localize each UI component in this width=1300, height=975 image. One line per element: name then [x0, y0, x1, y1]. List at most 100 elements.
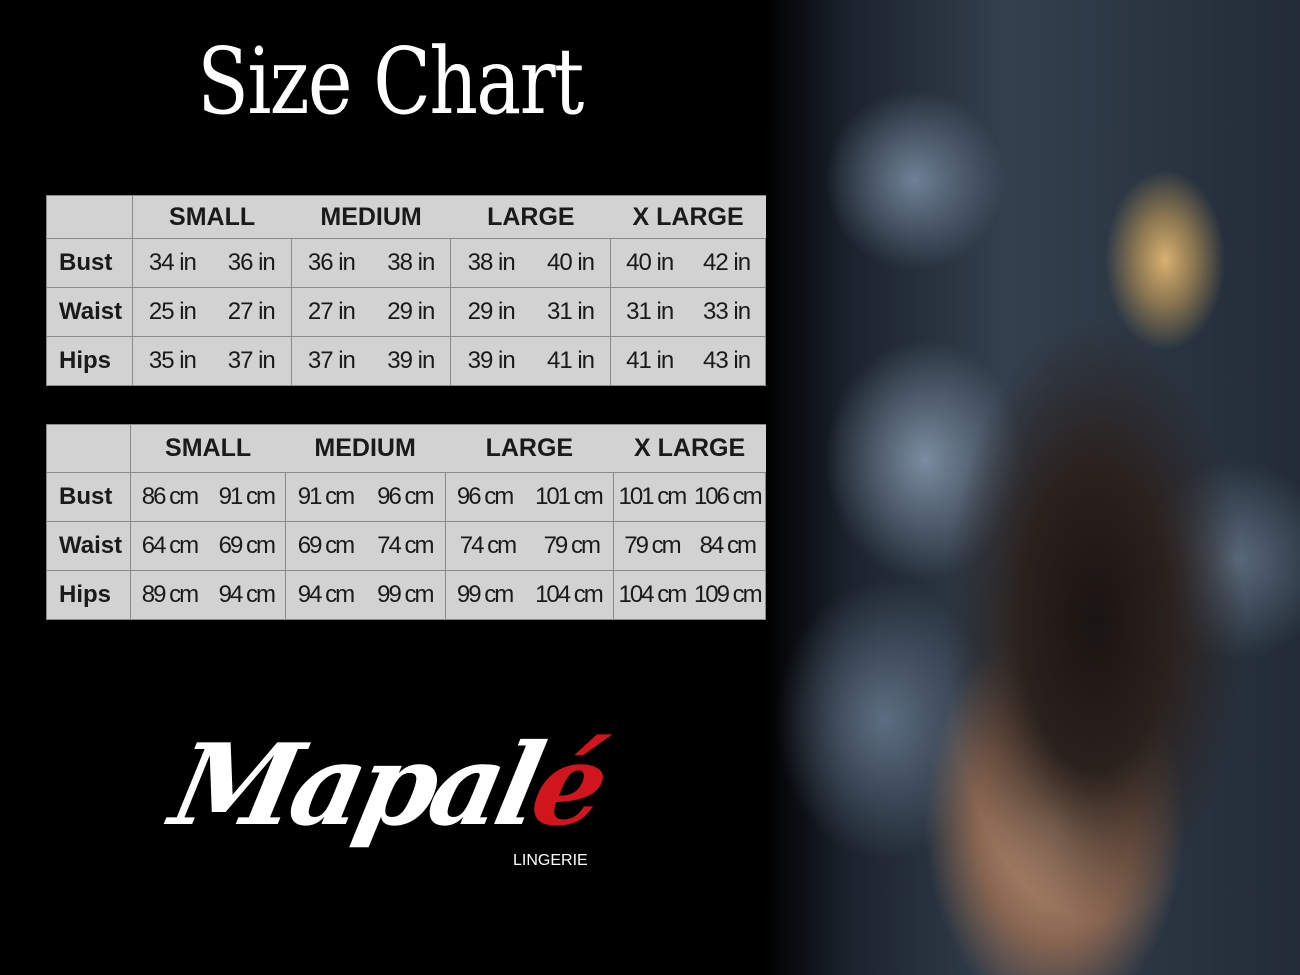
max-value: 94 cm — [218, 581, 276, 608]
max-value: 37 in — [227, 347, 276, 374]
size-cell: 25 in 27 in — [131, 287, 292, 337]
page-title: Size Chart — [197, 28, 584, 135]
max-value: 29 in — [387, 298, 435, 325]
size-cell: 29 in 31 in — [450, 287, 612, 337]
min-value: 41 in — [626, 347, 674, 374]
min-value: 104 cm — [618, 581, 688, 608]
size-header: SMALL — [132, 195, 292, 239]
size-cell: 27 in 29 in — [290, 287, 452, 337]
measurement-label: Bust — [46, 238, 133, 288]
min-value: 38 in — [467, 249, 516, 276]
size-cell: 38 in 40 in — [450, 238, 612, 288]
size-cell: 94 cm 99 cm — [284, 570, 446, 620]
size-cell: 34 in 36 in — [131, 238, 292, 288]
max-value: 91 cm — [218, 483, 276, 510]
max-value: 33 in — [703, 298, 751, 325]
size-cell: 74 cm 79 cm — [444, 521, 615, 571]
max-value: 40 in — [546, 249, 595, 276]
max-value: 69 cm — [218, 532, 276, 559]
measurement-label: Hips — [46, 570, 131, 620]
min-value: 27 in — [307, 298, 356, 325]
table-row: Hips 89 cm 94 cm 94 cm 99 cm 99 cm 104 cm 104 c… — [46, 570, 766, 620]
header-row: SMALL MEDIUM LARGE X LARGE — [46, 424, 766, 473]
brand-logo: Mapalé LINGERIE — [161, 720, 615, 880]
min-value: 89 cm — [141, 581, 199, 608]
min-value: 74 cm — [459, 532, 517, 559]
measurement-label: Bust — [46, 472, 131, 522]
measurement-label: Hips — [46, 336, 133, 386]
size-cell: 79 cm 84 cm — [613, 521, 766, 571]
max-value: 101 cm — [535, 483, 604, 510]
max-value: 27 in — [227, 298, 276, 325]
size-cell: 91 cm 96 cm — [284, 472, 446, 522]
size-cell: 31 in 33 in — [610, 287, 766, 337]
max-value: 36 in — [227, 249, 276, 276]
max-value: 74 cm — [377, 532, 434, 559]
min-value: 39 in — [467, 347, 516, 374]
table-row: Waist 25 in 27 in 27 in 29 in 29 in 31 in 31 in… — [46, 287, 766, 337]
min-value: 36 in — [307, 249, 356, 276]
min-value: 40 in — [626, 249, 674, 276]
size-cell: 64 cm 69 cm — [129, 521, 286, 571]
max-value: 104 cm — [535, 581, 604, 608]
min-value: 37 in — [307, 347, 356, 374]
max-value: 96 cm — [377, 483, 434, 510]
max-value: 109 cm — [693, 581, 763, 608]
min-value: 94 cm — [297, 581, 355, 608]
size-cell: 104 cm 109 cm — [613, 570, 766, 620]
measurement-label: Waist — [46, 521, 131, 571]
min-value: 91 cm — [297, 483, 355, 510]
max-value: 106 cm — [693, 483, 763, 510]
min-value: 29 in — [467, 298, 516, 325]
size-cell: 39 in 41 in — [450, 336, 612, 386]
size-header: X LARGE — [610, 195, 766, 239]
table-row: Bust 86 cm 91 cm 91 cm 96 cm 96 cm 101 cm 101 c… — [46, 472, 766, 522]
max-value: 31 in — [546, 298, 595, 325]
min-value: 34 in — [148, 249, 197, 276]
table-row: Hips 35 in 37 in 37 in 39 in 39 in 41 in 41 in 4… — [46, 336, 766, 386]
min-value: 35 in — [148, 347, 197, 374]
size-cell: 89 cm 94 cm — [129, 570, 286, 620]
size-cell: 36 in 38 in — [290, 238, 452, 288]
min-value: 64 cm — [141, 532, 199, 559]
min-value: 99 cm — [456, 581, 514, 608]
measurement-label: Waist — [46, 287, 133, 337]
max-value: 42 in — [703, 249, 751, 276]
size-cell: 96 cm 101 cm — [444, 472, 615, 522]
table-row: Waist 64 cm 69 cm 69 cm 74 cm 74 cm 79 cm 79 cm… — [46, 521, 766, 571]
min-value: 96 cm — [456, 483, 514, 510]
max-value: 41 in — [546, 347, 595, 374]
size-table-cm: SMALL MEDIUM LARGE X LARGE Bust 86 cm 91 cm 91 … — [46, 424, 766, 620]
size-header: LARGE — [445, 424, 614, 473]
max-value: 84 cm — [699, 532, 757, 559]
size-header: MEDIUM — [291, 195, 451, 239]
max-value: 79 cm — [543, 532, 601, 559]
size-cell: 86 cm 91 cm — [129, 472, 286, 522]
min-value: 69 cm — [297, 532, 355, 559]
max-value: 43 in — [703, 347, 751, 374]
size-cell: 99 cm 104 cm — [444, 570, 615, 620]
size-cell: 101 cm 106 cm — [613, 472, 766, 522]
size-cell: 37 in 39 in — [290, 336, 452, 386]
logo-subtitle: LINGERIE — [513, 852, 588, 869]
min-value: 86 cm — [141, 483, 199, 510]
corner-cell — [46, 195, 133, 239]
size-header: MEDIUM — [285, 424, 445, 473]
min-value: 25 in — [148, 298, 197, 325]
min-value: 101 cm — [618, 483, 688, 510]
size-cell: 35 in 37 in — [131, 336, 292, 386]
size-header: SMALL — [130, 424, 286, 473]
corner-cell — [46, 424, 131, 473]
size-cell: 41 in 43 in — [610, 336, 766, 386]
max-value: 39 in — [387, 347, 435, 374]
max-value: 38 in — [387, 249, 435, 276]
model-photo — [765, 0, 1300, 975]
min-value: 31 in — [626, 298, 674, 325]
size-table-inches: SMALL MEDIUM LARGE X LARGE Bust 34 in 36 in 36 … — [46, 195, 766, 386]
size-cell: 40 in 42 in — [610, 238, 766, 288]
size-cell: 69 cm 74 cm — [284, 521, 446, 571]
logo-main: Mapal — [161, 720, 549, 851]
header-row: SMALL MEDIUM LARGE X LARGE — [46, 195, 766, 239]
table-row: Bust 34 in 36 in 36 in 38 in 38 in 40 in 40 in 4… — [46, 238, 766, 288]
min-value: 79 cm — [624, 532, 681, 559]
